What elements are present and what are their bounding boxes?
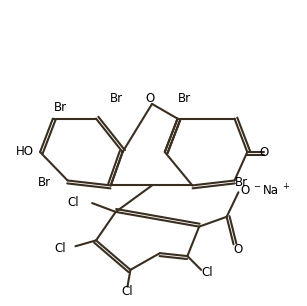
Text: Br: Br: [54, 101, 67, 114]
Text: Cl: Cl: [122, 285, 133, 298]
Text: O: O: [241, 184, 250, 197]
Text: O: O: [259, 146, 269, 159]
Text: +: +: [283, 182, 290, 191]
Text: HO: HO: [16, 144, 33, 158]
Text: Br: Br: [235, 176, 248, 189]
Text: O: O: [146, 92, 155, 106]
Text: Na: Na: [263, 184, 279, 197]
Text: Br: Br: [110, 91, 123, 105]
Text: Br: Br: [37, 176, 51, 189]
Text: O: O: [234, 243, 243, 256]
Text: −: −: [253, 182, 260, 191]
Text: Cl: Cl: [54, 242, 65, 255]
Text: Cl: Cl: [68, 196, 79, 209]
Text: Br: Br: [178, 91, 191, 105]
Text: Cl: Cl: [201, 266, 213, 279]
